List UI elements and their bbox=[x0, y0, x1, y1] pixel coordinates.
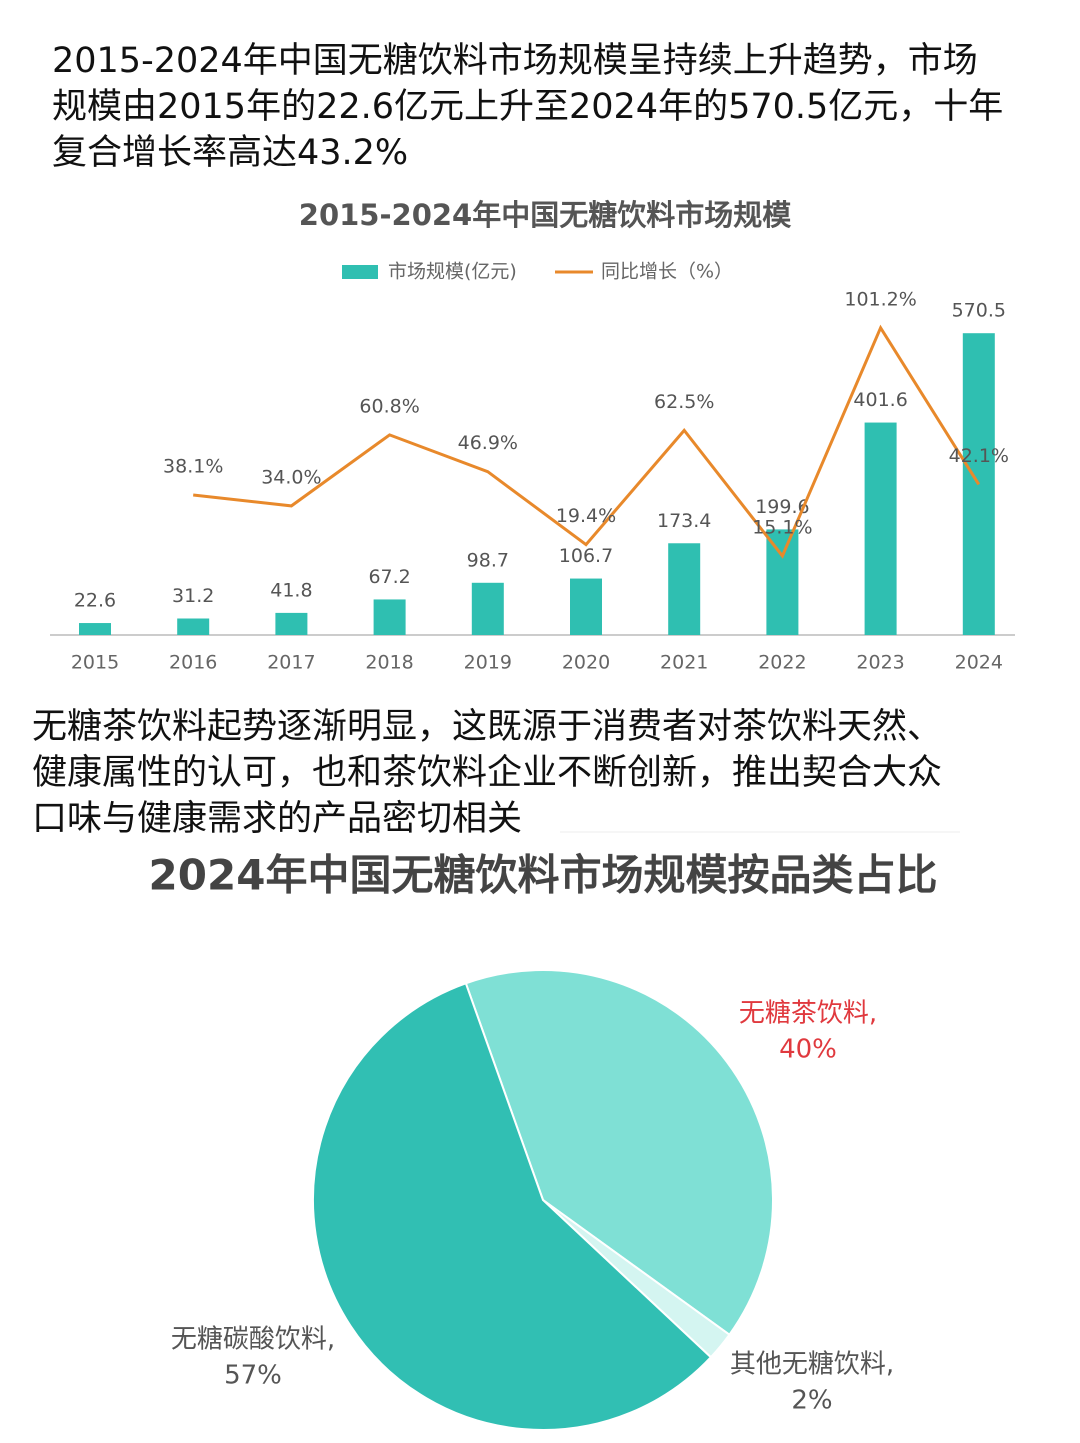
paragraph-line: 健康属性的认可，也和茶饮料企业不断创新，推出契合大众 bbox=[32, 753, 942, 793]
bar bbox=[177, 618, 210, 635]
paragraph-line: 规模由2015年的22.6亿元上升至2024年的570.5亿元，十年 bbox=[52, 87, 1003, 127]
x-tick-label: 2020 bbox=[562, 652, 610, 674]
bar bbox=[373, 599, 406, 635]
legend-label: 同比增长（%） bbox=[601, 261, 733, 283]
bar bbox=[471, 582, 504, 635]
bar-value-label: 401.6 bbox=[853, 389, 907, 411]
bar-value-label: 98.7 bbox=[467, 549, 509, 571]
bar-value-label: 31.2 bbox=[172, 585, 214, 607]
line-value-label: 15.1% bbox=[752, 516, 812, 538]
line-value-label: 101.2% bbox=[844, 288, 916, 310]
line-value-label: 46.9% bbox=[458, 432, 518, 454]
bar bbox=[766, 529, 799, 635]
paragraph-line: 口味与健康需求的产品密切相关 bbox=[32, 799, 522, 839]
line-value-label: 60.8% bbox=[359, 395, 419, 417]
legend-label: 市场规模(亿元) bbox=[388, 261, 517, 283]
x-tick-label: 2024 bbox=[955, 652, 1003, 674]
x-tick-label: 2016 bbox=[169, 652, 217, 674]
x-tick-label: 2021 bbox=[660, 652, 708, 674]
line-value-label: 38.1% bbox=[163, 456, 223, 478]
line-series bbox=[193, 324, 981, 559]
bar bbox=[668, 543, 701, 635]
line-value-label: 19.4% bbox=[556, 505, 616, 527]
pie-label: 无糖茶饮料, bbox=[739, 999, 877, 1029]
x-tick-label: 2023 bbox=[856, 652, 904, 674]
x-tick-label: 2019 bbox=[464, 652, 512, 674]
legend-swatch bbox=[342, 265, 378, 279]
paragraph-line: 复合增长率高达43.2% bbox=[52, 133, 408, 173]
paragraph-line: 2015-2024年中国无糖饮料市场规模呈持续上升趋势，市场 bbox=[52, 41, 978, 81]
bar-value-label: 22.6 bbox=[74, 590, 116, 612]
x-tick-label: 2018 bbox=[365, 652, 413, 674]
pie-value-label: 57% bbox=[224, 1361, 282, 1391]
pie-value-label: 40% bbox=[779, 1035, 837, 1065]
pie-slice bbox=[464, 969, 774, 1337]
x-tick-label: 2022 bbox=[758, 652, 806, 674]
pie-slice bbox=[312, 982, 713, 1431]
bar bbox=[79, 623, 111, 635]
bar bbox=[570, 578, 602, 635]
line-value-label: 34.0% bbox=[261, 466, 321, 488]
bar bbox=[864, 422, 897, 635]
chart-title: 2015-2024年中国无糖饮料市场规模 bbox=[299, 198, 792, 232]
line-value-label: 62.5% bbox=[654, 391, 714, 413]
bar-value-label: 67.2 bbox=[368, 566, 410, 588]
bar bbox=[275, 612, 308, 635]
pie-value-label: 2% bbox=[791, 1386, 832, 1416]
x-tick-label: 2015 bbox=[71, 652, 119, 674]
pie-label: 其他无糖饮料, bbox=[730, 1350, 894, 1380]
bar-value-label: 106.7 bbox=[559, 545, 613, 567]
bar-value-label: 173.4 bbox=[657, 510, 711, 532]
bar-value-label: 41.8 bbox=[270, 579, 312, 601]
line-value-label: 42.1% bbox=[949, 445, 1009, 467]
pie-label: 无糖碳酸饮料, bbox=[171, 1325, 335, 1355]
bar-value-label: 570.5 bbox=[952, 300, 1006, 322]
chart-title: 2024年中国无糖饮料市场规模按品类占比 bbox=[149, 851, 938, 900]
paragraph-line: 无糖茶饮料起势逐渐明显，这既源于消费者对茶饮料天然、 bbox=[32, 707, 942, 747]
bar-value-label: 199.6 bbox=[755, 496, 809, 518]
x-tick-label: 2017 bbox=[267, 652, 315, 674]
